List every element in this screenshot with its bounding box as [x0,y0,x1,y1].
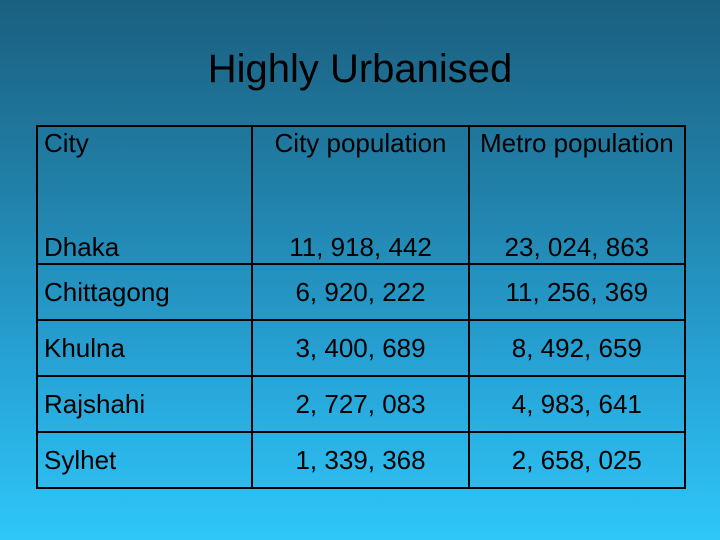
city-cell: Sylhet [35,431,254,489]
city-population-cell: 1, 339, 368 [251,431,470,489]
city-population-cell: 3, 400, 689 [251,319,470,378]
table-row: Sylhet 1, 339, 368 2, 658, 025 [35,431,687,489]
city-population-cell: 11, 918, 442 [251,199,470,266]
city-population-cell: 2, 727, 083 [251,375,470,434]
table-row: Khulna 3, 400, 689 8, 492, 659 [35,319,687,378]
city-cell: Rajshahi [35,375,254,434]
header-city-population: City population [251,125,470,199]
table-row: Rajshahi 2, 727, 083 4, 983, 641 [35,375,687,434]
metro-population-cell: 4, 983, 641 [467,375,687,434]
metro-population-cell: 2, 658, 025 [467,431,687,489]
table-row: Dhaka 11, 918, 442 23, 024, 863 [35,199,687,266]
header-city: City [35,125,254,199]
header-metro-population: Metro population [467,125,687,199]
table-header-row: City City population Metro population [35,125,687,199]
metro-population-cell: 23, 024, 863 [467,199,687,266]
city-cell: Chittagong [35,263,254,322]
city-population-table: City City population Metro population Dh… [35,125,687,489]
city-population-cell: 6, 920, 222 [251,263,470,322]
metro-population-cell: 8, 492, 659 [467,319,687,378]
slide-title: Highly Urbanised [207,47,513,91]
table-row: Chittagong 6, 920, 222 11, 256, 369 [35,263,687,322]
city-cell: Dhaka [35,199,254,266]
metro-population-cell: 11, 256, 369 [467,263,687,322]
city-cell: Khulna [35,319,254,378]
